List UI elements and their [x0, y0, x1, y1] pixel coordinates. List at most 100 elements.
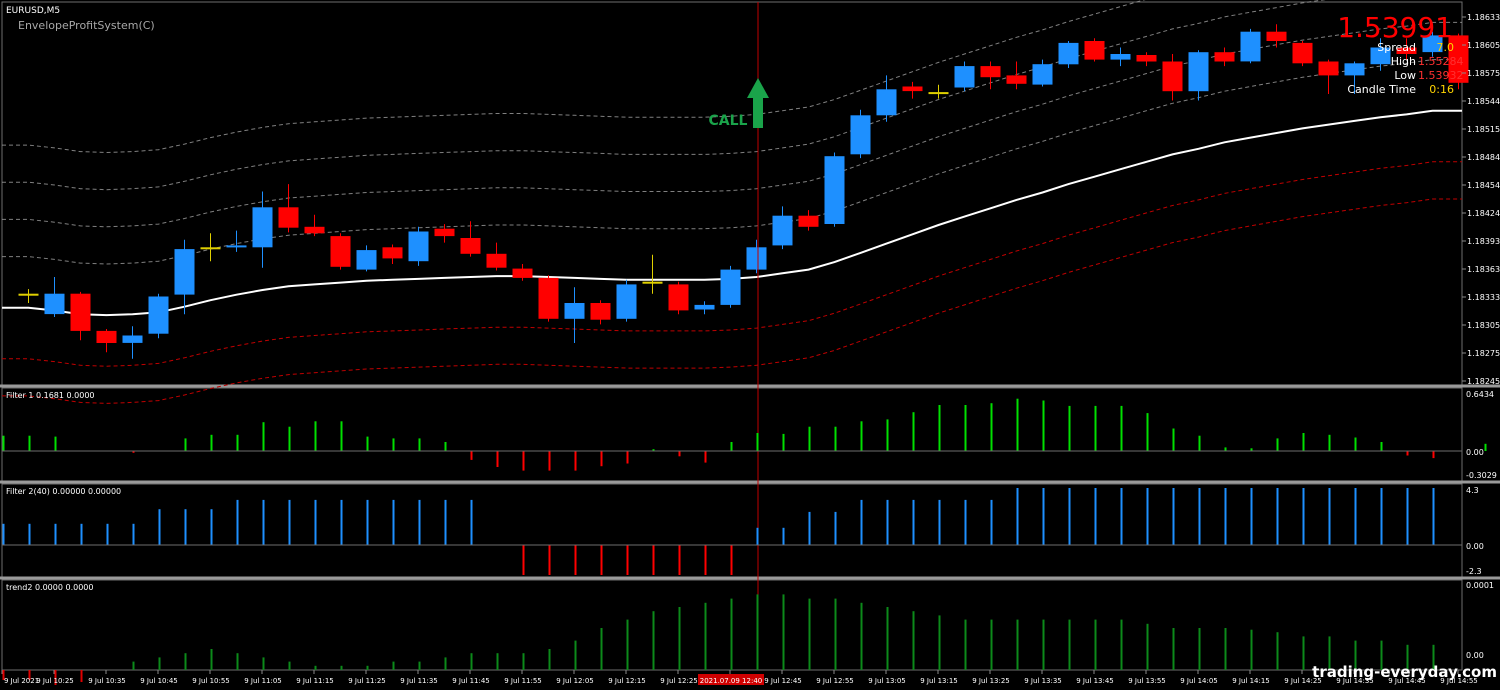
price-tick-label: 1.18424	[1467, 209, 1500, 218]
candle-body	[1058, 42, 1079, 65]
price-tick-label: 1.18393	[1467, 237, 1500, 246]
call-signal: CALL	[709, 78, 769, 129]
time-tick-label: 9 Jul 11:45	[452, 677, 490, 685]
price-tick-label: 1.18245	[1467, 377, 1500, 386]
cursor-time-label: 2021.07.09 12:40	[700, 677, 762, 685]
time-tick-label: 9 Jul 14:35	[1336, 677, 1374, 685]
time-tick-label: 9 Jul 12:25	[660, 677, 698, 685]
call-label: CALL	[709, 113, 748, 129]
price-tick-label: 1.18333	[1467, 293, 1500, 302]
candle-body	[96, 330, 117, 343]
candle-body	[1110, 54, 1131, 60]
time-tick-label: 9 Jul 11:15	[296, 677, 334, 685]
candle-body	[226, 245, 247, 248]
candle-body	[252, 207, 273, 248]
candle-body	[642, 281, 663, 284]
candle-body	[174, 249, 195, 295]
candle-body	[928, 92, 949, 95]
candle-body	[330, 236, 351, 267]
time-tick-label: 9 Jul 12:05	[556, 677, 594, 685]
candle-body	[876, 89, 897, 116]
candle-body	[538, 277, 559, 319]
candle-body	[1162, 61, 1183, 92]
candle-body	[824, 156, 845, 224]
time-tick-label: 9 Jul 14:25	[1284, 677, 1322, 685]
candle-body	[798, 215, 819, 227]
candle-body	[1292, 42, 1313, 64]
envelope-upper-1	[2, 59, 1462, 265]
envelope-upper-3	[2, 0, 1327, 191]
spread-label: Spread	[1377, 41, 1416, 54]
call-arrow-icon	[747, 78, 769, 128]
watermark: trading-everyday.com	[1312, 663, 1497, 681]
candle-body	[512, 268, 533, 278]
filter1-label: Filter 1 0.1681 0.0000	[6, 391, 95, 400]
candle-body	[980, 66, 1001, 78]
time-tick-label: 9 Jul 12:45	[764, 677, 802, 685]
candle-body	[1396, 47, 1417, 54]
candle-body	[720, 269, 741, 305]
price-tick-label: 1.18544	[1467, 97, 1500, 106]
candle-body	[590, 303, 611, 320]
candle-body	[616, 284, 637, 319]
time-tick-label: 9 Jul 10:25	[36, 677, 74, 685]
price-tick-label: 1.18484	[1467, 153, 1500, 162]
candle-body	[434, 228, 455, 237]
candles-group	[18, 24, 1469, 359]
candle-body	[408, 231, 429, 262]
price-tick-label: 1.18305	[1467, 321, 1500, 330]
price-tick-label: 1.18275	[1467, 349, 1500, 358]
candle-body	[1214, 52, 1235, 62]
time-tick-label: 9 Jul 13:15	[920, 677, 958, 685]
price-tick-label: 1.18454	[1467, 181, 1500, 190]
filter2-axis-zero: 0.00	[1466, 542, 1484, 551]
envelope-upper-2	[2, 21, 1462, 228]
trend2-axis-zero: 0.00	[1466, 651, 1484, 660]
candle-body	[564, 303, 585, 319]
candle-body	[694, 304, 715, 310]
price-tick-label: 1.18515	[1467, 125, 1500, 134]
candle-body	[1188, 52, 1209, 92]
candle-body	[70, 293, 91, 331]
filter1-axis-max: 0.6434	[1466, 390, 1494, 399]
high-label: High	[1391, 55, 1416, 68]
spread-value: 7.0	[1437, 41, 1455, 54]
symbol-label: EURUSD,M5	[6, 6, 60, 16]
time-tick-label: 9 Jul 12:15	[608, 677, 646, 685]
candle-body	[18, 293, 39, 296]
price-axis[interactable]: 1.18633 1.18605 1.18575 1.18544 1.18515 1.184…	[1462, 13, 1500, 386]
candle-body	[304, 226, 325, 234]
filter2-axis-min: -2.3	[1466, 567, 1482, 576]
candle-body	[44, 293, 65, 315]
candle-body	[902, 86, 923, 92]
candle-body	[772, 215, 793, 246]
time-tick-label: 9 Jul 13:45	[1076, 677, 1114, 685]
time-tick-label: 9 Jul 13:55	[1128, 677, 1166, 685]
candle-body	[1032, 64, 1053, 85]
trend2-histogram	[2, 594, 1435, 685]
price-tick-label: 1.18363	[1467, 265, 1500, 274]
big-price: 1.53991	[1337, 11, 1453, 44]
price-tick-label: 1.18633	[1467, 13, 1500, 22]
time-tick-label: 9 Jul 13:35	[1024, 677, 1062, 685]
candle-body	[1266, 31, 1287, 41]
trend2-axis-max: 0.0001	[1466, 581, 1494, 590]
filter2-label: Filter 2(40) 0.00000 0.00000	[6, 487, 121, 496]
candle-body	[850, 115, 871, 155]
cursor-time-box	[698, 674, 764, 685]
candle-body	[122, 335, 143, 343]
candle-time-label: Candle Time	[1347, 83, 1416, 96]
candle-body	[1370, 47, 1391, 65]
price-tick-label: 1.18605	[1467, 41, 1500, 50]
price-tick-label: 1.18575	[1467, 69, 1500, 78]
candle-body	[200, 247, 221, 250]
time-tick-label: 9 Jul 13:05	[868, 677, 906, 685]
low-label: Low	[1394, 69, 1416, 82]
filter2-histogram	[2, 488, 1435, 575]
envelope-lower-1	[2, 161, 1462, 367]
candle-body	[1136, 55, 1157, 62]
candle-body	[1318, 61, 1339, 76]
time-tick-label: 9 Jul 14:55	[1440, 677, 1478, 685]
